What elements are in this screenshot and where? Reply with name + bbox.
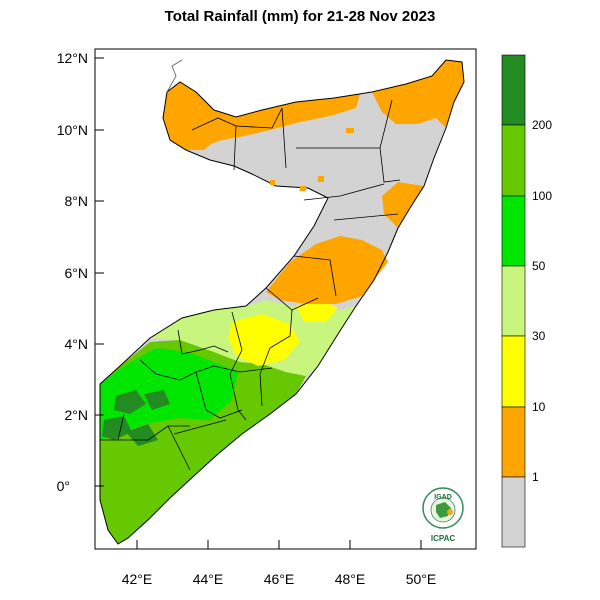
lat-axis [95, 57, 104, 487]
legend-label-30: 30 [532, 329, 546, 343]
legend-swatch-1-10 [501, 406, 526, 478]
map-title: Total Rainfall (mm) for 21-28 Nov 2023 [164, 8, 436, 25]
lat-label-12n: 12°N [57, 50, 88, 66]
rain-zone-50-100 [100, 348, 238, 440]
legend-swatch-lt1 [501, 476, 526, 548]
rain-zone-1-10-centre [266, 236, 388, 304]
rain-zone-10-30 [228, 314, 300, 366]
legend-swatch-30-50 [501, 265, 526, 337]
lat-label-0: 0° [57, 478, 70, 494]
legend-label-10: 10 [532, 400, 546, 414]
legend-label-50: 50 [532, 259, 546, 273]
lon-label-46e: 46°E [264, 571, 295, 587]
rain-zone-dark-1 [114, 390, 146, 414]
rain-zone-1-10-northeast [372, 60, 464, 128]
somalia-map [99, 59, 465, 545]
rain-zone-dark-3 [102, 416, 132, 440]
lon-label-50e: 50°E [406, 571, 437, 587]
legend-label-100: 100 [532, 189, 552, 203]
rain-zone-1-10-west [176, 126, 220, 150]
legend-label-1: 1 [532, 470, 539, 484]
lat-label-6n: 6°N [65, 265, 89, 281]
legend-label-200: 200 [532, 118, 552, 132]
coastline [99, 59, 465, 545]
rain-zone-1-10-east [382, 182, 424, 228]
rain-zone-dark-4 [126, 424, 158, 446]
admin-boundaries [100, 99, 401, 471]
icpac-logo: IGAD ICPAC [422, 487, 464, 543]
rain-zone-10-30-b [296, 300, 338, 322]
lon-label-42e: 42°E [122, 571, 153, 587]
logo-bottom-text: ICPAC [431, 534, 456, 543]
legend-swatch-100-200 [501, 124, 526, 197]
lon-label-44e: 44°E [193, 571, 224, 587]
lat-label-4n: 4°N [65, 336, 89, 352]
logo-top-text: IGAD [434, 494, 452, 501]
lon-axis [136, 540, 422, 549]
legend-colorbar [501, 54, 526, 548]
legend-swatch-gt200 [501, 54, 526, 126]
legend-swatch-10-30 [501, 335, 526, 408]
lat-label-10n: 10°N [57, 122, 88, 138]
rain-zone-dark-2 [144, 390, 170, 410]
lat-label-8n: 8°N [65, 193, 89, 209]
lat-label-2n: 2°N [65, 407, 89, 423]
border-northwest [166, 59, 183, 93]
rain-speckle [270, 128, 354, 191]
legend-swatch-50-100 [501, 195, 526, 267]
lon-label-48e: 48°E [335, 571, 366, 587]
